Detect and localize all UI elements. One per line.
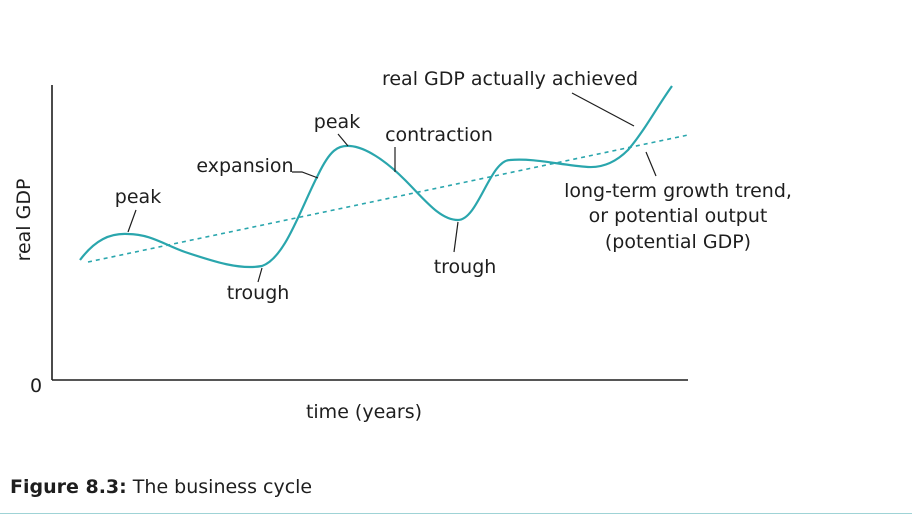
real-gdp-curve [79, 85, 673, 269]
label-peak-2: peak [314, 111, 360, 133]
label-trough-1: trough [227, 282, 290, 304]
figure-caption: Figure 8.3: The business cycle [10, 476, 312, 498]
bottom-divider [0, 513, 912, 514]
label-trend-line-2: or potential output [589, 205, 768, 227]
leader-trend [645, 151, 657, 177]
long-term-trend-line [87, 134, 689, 263]
leader-peak-2 [337, 133, 349, 147]
leader-trough-1 [257, 267, 263, 283]
label-contraction: contraction [385, 124, 493, 146]
label-peak-1: peak [115, 186, 161, 208]
label-expansion: expansion [196, 155, 293, 177]
leader-trough-2 [453, 221, 459, 253]
leader-expansion [292, 171, 319, 179]
figure-number: Figure 8.3: [10, 476, 127, 498]
label-actual-gdp: real GDP actually achieved [382, 68, 638, 90]
x-axis-label: time (years) [306, 401, 422, 423]
leader-peak-1 [127, 209, 137, 233]
origin-label: 0 [30, 375, 42, 397]
y-axis-label: real GDP [13, 179, 35, 262]
label-trough-2: trough [434, 256, 497, 278]
figure-caption-text: The business cycle [126, 476, 313, 498]
label-trend-line-1: long-term growth trend, [564, 180, 792, 202]
business-cycle-diagram: real GDP 0 time (years) peak trough expa… [13, 68, 792, 423]
leader-actual-gdp [571, 92, 635, 127]
label-trend-line-3: (potential GDP) [605, 231, 751, 253]
